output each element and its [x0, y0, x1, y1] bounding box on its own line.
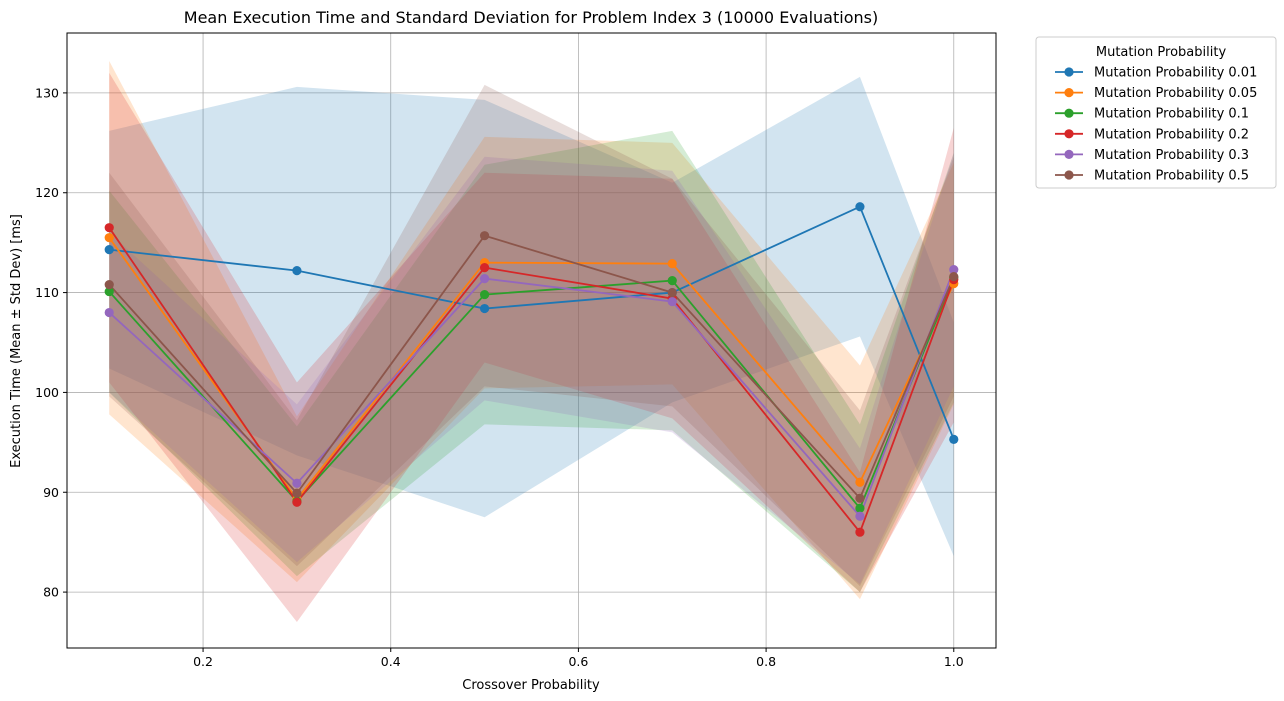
- data-point: [855, 493, 865, 503]
- data-point: [667, 275, 677, 286]
- data-point: [855, 527, 865, 537]
- data-point: [479, 303, 490, 314]
- data-point: [104, 279, 114, 290]
- std-dev-band: [109, 72, 954, 623]
- x-axis-label: Crossover Probability: [462, 678, 600, 693]
- legend-swatch-marker: [1064, 129, 1074, 139]
- data-point: [292, 488, 302, 498]
- data-point: [855, 477, 865, 487]
- axis-ticks: 0.2 0.4 0.6 0.8 1.0 80 90 100 110 120 130: [35, 85, 964, 669]
- legend-swatch-marker: [1064, 108, 1074, 118]
- y-tick-label: 100: [35, 385, 59, 400]
- data-point: [292, 478, 302, 488]
- legend-swatch-marker: [1064, 88, 1074, 98]
- y-tick-label: 110: [35, 285, 59, 300]
- series-line: [108, 277, 955, 510]
- legend-box: [1035, 36, 1277, 189]
- data-point: [479, 274, 490, 284]
- data-point: [667, 287, 677, 298]
- std-dev-band: [109, 60, 954, 600]
- x-tick-label: 0.4: [381, 654, 401, 669]
- y-tick-label: 120: [35, 185, 59, 200]
- legend-label: Mutation Probability 0.5: [1094, 169, 1249, 184]
- data-point: [479, 289, 490, 300]
- data-point: [104, 223, 114, 233]
- legend-label: Mutation Probability 0.1: [1094, 107, 1249, 122]
- plot-frame: [66, 32, 997, 649]
- data-point: [855, 503, 865, 513]
- legend-swatch-marker: [1064, 170, 1074, 180]
- data-point: [104, 307, 114, 318]
- x-tick-label: 0.2: [193, 654, 213, 669]
- series-line: [109, 205, 955, 440]
- data-point: [855, 511, 865, 521]
- legend-label: Mutation Probability 0.3: [1094, 148, 1249, 163]
- data-point: [104, 245, 114, 255]
- legend-swatch-marker: [1064, 67, 1074, 77]
- grid: [67, 33, 996, 648]
- legend-label: Mutation Probability 0.2: [1094, 127, 1249, 142]
- legend-title: Mutation Probability: [1096, 45, 1227, 60]
- y-tick-label: 130: [35, 85, 59, 100]
- data-point: [855, 202, 865, 212]
- data-point: [292, 266, 302, 276]
- data-point: [667, 296, 677, 307]
- series-line: [108, 234, 955, 500]
- std-dev-bands: [109, 60, 954, 623]
- legend-swatch-marker: [1064, 149, 1074, 159]
- data-point: [292, 497, 302, 507]
- data-point: [479, 263, 490, 273]
- legend-label: Mutation Probability 0.01: [1094, 66, 1257, 81]
- chart-title: Mean Execution Time and Standard Deviati…: [184, 8, 878, 27]
- mean-markers: [104, 202, 959, 537]
- y-tick-label: 80: [43, 585, 59, 600]
- std-dev-band: [109, 130, 954, 593]
- y-tick-label: 90: [43, 485, 59, 500]
- data-point: [479, 231, 490, 241]
- data-point: [949, 434, 959, 444]
- data-point: [949, 265, 959, 275]
- data-point: [104, 286, 114, 297]
- legend-label: Mutation Probability 0.05: [1094, 86, 1257, 101]
- series-line: [108, 227, 955, 534]
- x-tick-label: 0.6: [568, 654, 588, 669]
- legend-entries: Mutation Probability 0.01 Mutation Probab…: [1055, 66, 1257, 184]
- x-tick-label: 1.0: [944, 654, 964, 669]
- data-point: [949, 272, 959, 282]
- data-point: [667, 259, 677, 269]
- std-dev-band: [109, 76, 954, 557]
- y-axis-label: Execution Time (Mean ± Std Dev) [ms]: [9, 214, 24, 468]
- data-point: [104, 233, 114, 243]
- series-line: [108, 269, 955, 518]
- legend: Mutation Probability Mutation Probabilit…: [1035, 36, 1277, 189]
- mean-lines: [108, 205, 955, 534]
- x-tick-label: 0.8: [756, 654, 776, 669]
